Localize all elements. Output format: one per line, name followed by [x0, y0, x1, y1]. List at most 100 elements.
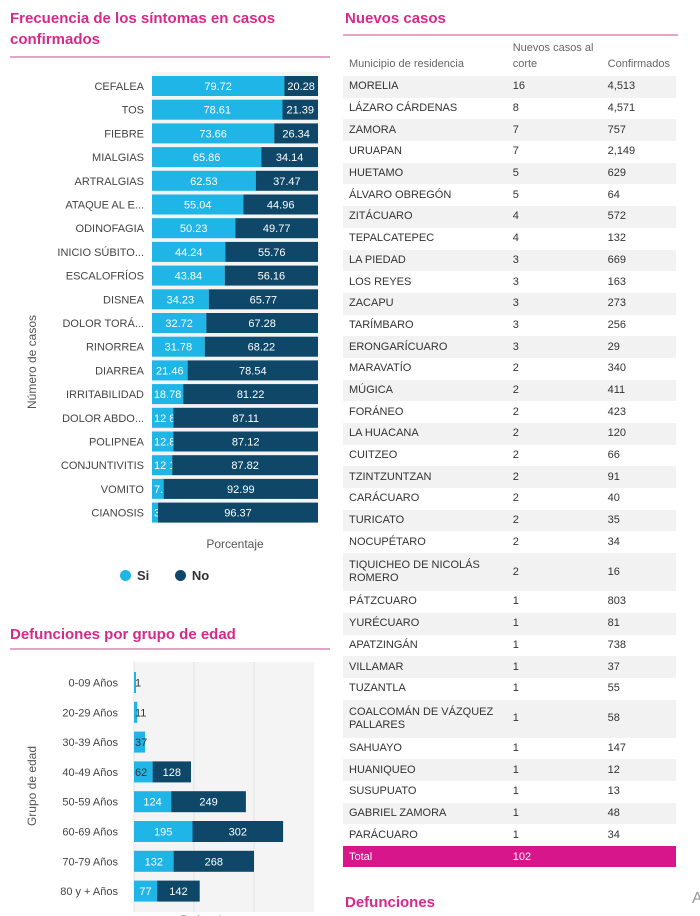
- confirmados-cell: 48: [601, 802, 676, 825]
- nuevos-cell: 3: [506, 292, 602, 315]
- confirmados-cell: 669: [601, 249, 676, 272]
- nuevos-cell: 3: [512, 275, 519, 288]
- municipio-cell: ERONGARÍCUARO: [343, 336, 507, 358]
- confirmados-cell: 58: [601, 699, 676, 738]
- municipio-cell: LA PIEDAD: [343, 249, 507, 272]
- deaths-divider: [10, 648, 330, 650]
- nuevos-cell: 2: [506, 509, 602, 532]
- symptom-label: DIARREA: [95, 365, 145, 377]
- header-nuevos: Nuevos casos al corte: [512, 42, 594, 70]
- nuevos-cell: 2: [506, 553, 602, 592]
- bar-si: [134, 880, 158, 902]
- bar-no: [157, 880, 200, 902]
- municipio-cell: TARÍMBARO: [349, 318, 414, 331]
- nuevos-cell: 4: [506, 206, 602, 228]
- bar-no: [206, 313, 318, 333]
- municipio-cell: ÁLVARO OBREGÓN: [349, 188, 452, 201]
- data-label-si: 32.72: [165, 318, 193, 330]
- bar-no: [173, 431, 318, 452]
- municipio-cell: CUITZEO: [349, 449, 398, 462]
- table-row: MORELIA 16 4,513: [343, 76, 676, 98]
- bar-no: [243, 194, 318, 215]
- nuevos-cell: 1: [506, 612, 602, 635]
- bar-si: [134, 850, 174, 872]
- bar-no: [261, 147, 318, 168]
- table-row: YURÉCUARO 1 81: [343, 612, 676, 635]
- table-row: ZACAPU 3 273: [343, 292, 676, 315]
- bar-no: [235, 218, 318, 239]
- municipio-cell: LÁZARO CÁRDENAS: [349, 102, 458, 115]
- nuevos-cell: 2: [506, 466, 602, 489]
- symptom-label: FIEBRE: [104, 128, 144, 140]
- confirmados-cell: 340: [607, 362, 626, 375]
- bar-si: [152, 194, 244, 215]
- y-axis-title: Grupo de edad: [25, 746, 39, 826]
- bar-si: [152, 502, 159, 523]
- table-row: LOS REYES 3 163: [343, 271, 676, 293]
- bar-no: [172, 455, 318, 476]
- data-label-no: 20.28: [287, 81, 315, 93]
- age-group-label: 30-39 Años: [62, 737, 118, 749]
- municipio-cell: TIQUICHEO DE NICOLÁS ROMERO: [343, 553, 507, 592]
- table-row: TIQUICHEO DE NICOLÁS ROMERO 2 16: [343, 553, 676, 592]
- confirmados-cell: 37: [601, 656, 676, 678]
- symptom-label: CIANOSIS: [91, 508, 144, 520]
- legend-item-si: Si: [120, 568, 149, 583]
- bar-no: [274, 123, 318, 144]
- table-row: LÁZARO CÁRDENAS 8 4,571: [343, 98, 676, 120]
- nuevos-cell: 2: [506, 379, 602, 402]
- symptom-label: VOMITO: [101, 484, 145, 496]
- bar-si: [134, 731, 146, 753]
- table-row: TARÍMBARO 3 256: [343, 315, 676, 337]
- bar-si: [152, 123, 275, 144]
- symptom-label: CEFALEA: [94, 81, 144, 93]
- confirmados-cell: 66: [607, 449, 620, 462]
- data-label-no: 92.99: [227, 484, 255, 496]
- data-label-no: 87.11: [232, 413, 259, 425]
- data-label-si: 73.66: [199, 128, 227, 140]
- data-label-si: 34.23: [167, 294, 195, 306]
- nuevos-cell: 3: [506, 249, 602, 272]
- table-row: VILLAMAR 1 37: [343, 656, 676, 678]
- table-row: SUSUPUATO 1 13: [343, 781, 676, 803]
- edge-fragment: A: [692, 890, 700, 907]
- bar-si: [152, 478, 164, 499]
- data-label-no: 56.16: [258, 271, 286, 283]
- bar-no: [163, 478, 318, 499]
- total-label: Total: [343, 846, 507, 867]
- table-row: ZAMORA 7 757: [343, 119, 676, 142]
- symptom-label: CONJUNTIVITIS: [61, 460, 144, 472]
- table-row: NOCUPÉTARO 2 34: [343, 531, 676, 553]
- confirmados-cell: 273: [601, 292, 676, 315]
- total-row: Total 102: [343, 846, 676, 867]
- age-group-label: 20-29 Años: [62, 707, 118, 719]
- symptom-label: INICIO SÚBITO...: [57, 246, 144, 259]
- nuevos-cell: 1: [506, 802, 602, 825]
- bar-no: [173, 850, 254, 872]
- data-label-no: 26.34: [282, 128, 310, 140]
- data-label-no: 65.77: [250, 294, 278, 306]
- data-label-si: 50.23: [180, 223, 208, 235]
- municipio-cell: PÁTZCUARO: [349, 595, 417, 608]
- legend-swatch-si: [120, 570, 131, 581]
- nuevos-cell: 1: [506, 759, 602, 781]
- municipio-cell: TUZANTLA: [349, 682, 406, 695]
- cases-table: Municipio de residencia Nuevos casos al …: [343, 38, 676, 867]
- legend-swatch-no: [174, 570, 186, 581]
- municipio-cell: ZITÁCUARO: [343, 206, 507, 228]
- data-label-no: 55.76: [258, 247, 286, 259]
- confirmados-cell: 163: [607, 275, 626, 288]
- nuevos-cell: 2: [512, 492, 519, 505]
- confirmados-cell: 55: [607, 682, 620, 695]
- bar-no: [192, 821, 284, 842]
- bar-no: [282, 99, 318, 120]
- bar-si: [152, 313, 207, 333]
- municipio-cell: HUETAMO: [343, 162, 507, 185]
- data-label-no: 34.14: [276, 152, 304, 164]
- symptom-label: ATAQUE AL E...: [65, 200, 144, 212]
- header-municipio: Municipio de residencia: [349, 58, 464, 70]
- nuevos-cell: 7: [512, 145, 519, 158]
- nuevos-cell: 5: [512, 188, 519, 201]
- y-axis-title: Número de casos: [25, 315, 39, 409]
- municipio-cell: FORÁNEO: [349, 405, 404, 418]
